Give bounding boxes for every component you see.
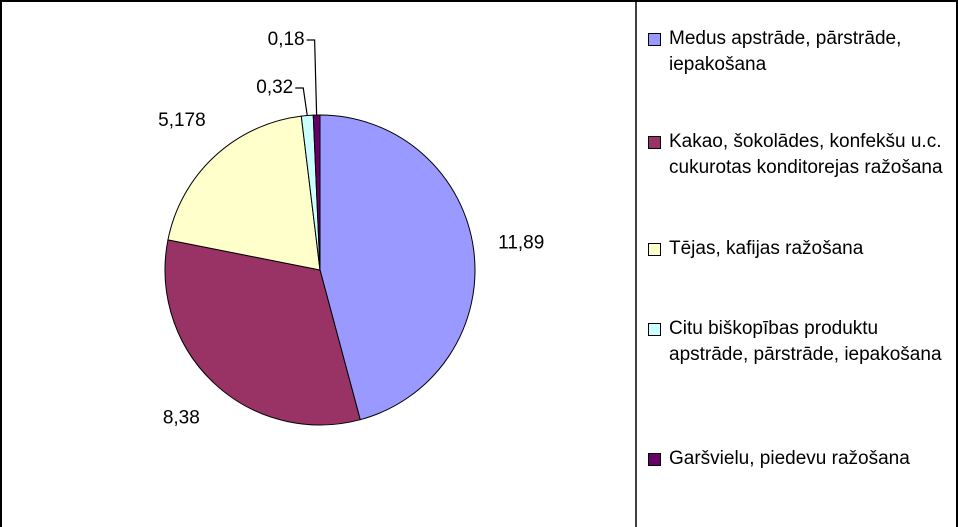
leader-line <box>295 87 308 116</box>
legend-label: Garšvielu, piedevu ražošana <box>669 448 910 469</box>
legend-swatch <box>648 33 661 46</box>
legend-swatch <box>648 323 661 336</box>
legend-swatch <box>648 243 661 256</box>
legend-item: Medus apstrāde, pārstrāde, iepakošana <box>648 26 953 78</box>
legend-swatch <box>648 453 661 466</box>
pie-slice <box>319 114 476 421</box>
data-label: 5,178 <box>158 110 206 131</box>
pie-slice <box>167 115 321 271</box>
pie-slice <box>164 239 361 426</box>
legend-item: Tējas, kafijas ražošana <box>648 236 953 262</box>
legend-item: Garšvielu, piedevu ražošana <box>648 446 953 472</box>
legend-label: Tējas, kafijas ražošana <box>669 238 864 259</box>
leader-line <box>306 39 318 116</box>
data-label: 11,89 <box>498 232 544 253</box>
legend-swatch <box>648 136 661 149</box>
data-label: 0,32 <box>256 77 293 98</box>
legend-item: Kakao, šokolādes, konfekšu u.c. cukurota… <box>648 129 953 181</box>
data-label: 8,38 <box>163 407 200 428</box>
data-label: 0,18 <box>268 29 305 50</box>
legend-label: Medus apstrāde, pārstrāde, iepakošana <box>669 28 902 75</box>
legend-label: Citu biškopības produktu apstrāde, pārst… <box>669 318 942 365</box>
legend-item: Citu biškopības produktu apstrāde, pārst… <box>648 316 953 368</box>
legend-label: Kakao, šokolādes, konfekšu u.c. cukurota… <box>669 131 943 178</box>
